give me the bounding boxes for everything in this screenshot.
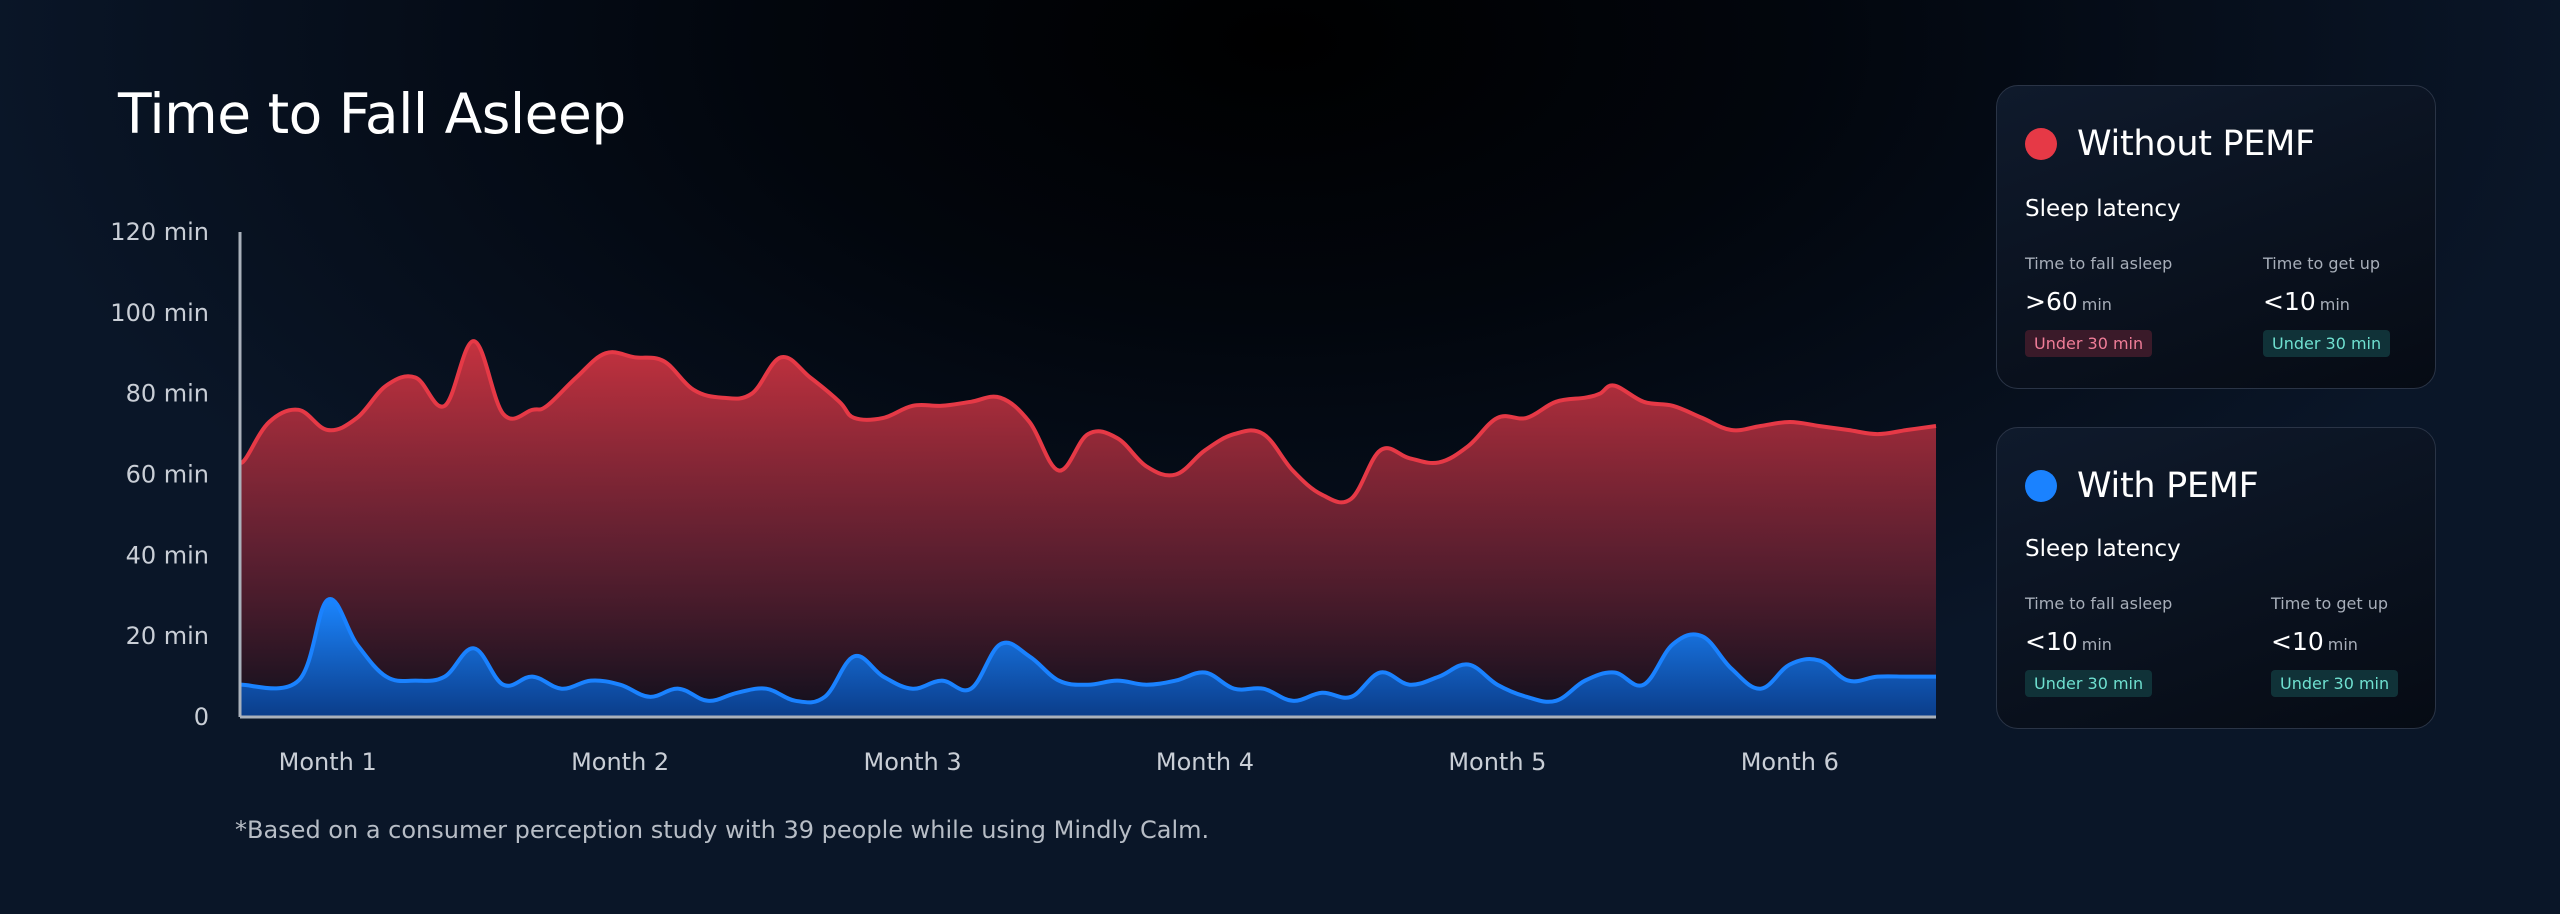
x-tick-label: Month 6 <box>1741 748 1839 776</box>
y-tick-label: 80 min <box>126 380 209 408</box>
metric-value: >60 <box>2025 287 2078 316</box>
card-subtitle: Sleep latency <box>2025 536 2181 562</box>
blue-dot-icon <box>2025 470 2057 502</box>
x-tick-label: Month 5 <box>1448 748 1546 776</box>
page-title: Time to Fall Asleep <box>118 82 626 146</box>
x-tick-label: Month 4 <box>1156 748 1254 776</box>
status-badge: Under 30 min <box>2271 670 2399 697</box>
series-line-with-pemf <box>239 597 1936 705</box>
metric-label: Time to fall asleep <box>2025 594 2173 613</box>
x-tick-label: Month 1 <box>279 748 377 776</box>
metric-label: Time to get up <box>2263 254 2381 273</box>
card-title: Without PEMF <box>2077 124 2315 164</box>
legend-card-with-pemf: With PEMF Sleep latency Time to fall asl… <box>1996 427 2436 729</box>
y-tick-label: 40 min <box>126 541 209 569</box>
metric-unit: min <box>2319 295 2350 314</box>
status-badge: Under 30 min <box>2263 330 2391 357</box>
card-subtitle: Sleep latency <box>2025 196 2181 222</box>
metric-time-to-get-up: Time to get up <10 min Under 30 min <box>2263 254 2391 357</box>
footnote: *Based on a consumer perception study wi… <box>235 816 1210 844</box>
metric-label: Time to get up <box>2271 594 2389 613</box>
y-tick-label: 100 min <box>110 299 209 327</box>
metric-value: <10 <box>2025 627 2078 656</box>
x-tick-label: Month 3 <box>863 748 961 776</box>
y-tick-label: 0 <box>194 703 209 731</box>
metric-time-to-get-up: Time to get up <10 min Under 30 min <box>2271 594 2399 697</box>
metric-unit: min <box>2081 295 2112 314</box>
metric-value: <10 <box>2271 627 2324 656</box>
x-tick-label: Month 2 <box>571 748 669 776</box>
series-line-without-pemf <box>238 339 1937 505</box>
y-tick-label: 20 min <box>126 622 209 650</box>
red-dot-icon <box>2025 128 2057 160</box>
legend-card-without-pemf: Without PEMF Sleep latency Time to fall … <box>1996 85 2436 389</box>
metric-time-to-fall-asleep: Time to fall asleep >60 min Under 30 min <box>2025 254 2172 357</box>
metric-unit: min <box>2081 635 2112 654</box>
metric-label: Time to fall asleep <box>2025 254 2173 273</box>
metric-time-to-fall-asleep: Time to fall asleep <10 min Under 30 min <box>2025 594 2172 697</box>
series-area-without-pemf <box>240 341 1936 717</box>
status-badge: Under 30 min <box>2025 330 2153 357</box>
y-tick-label: 60 min <box>126 461 209 489</box>
card-title: With PEMF <box>2077 466 2259 506</box>
series-area-with-pemf <box>240 599 1936 717</box>
metric-value: <10 <box>2263 287 2316 316</box>
y-tick-label: 120 min <box>110 218 209 246</box>
metric-unit: min <box>2327 635 2358 654</box>
status-badge: Under 30 min <box>2025 670 2153 697</box>
